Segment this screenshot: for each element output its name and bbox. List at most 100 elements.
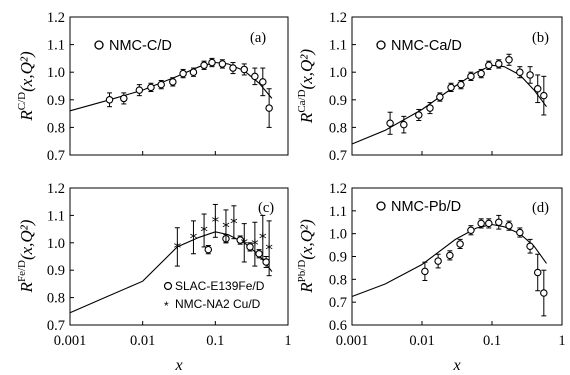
y-tick-label: 1.1 [329,38,347,54]
model-curve [351,64,547,145]
plot-marks [69,57,273,128]
data-point [467,226,475,234]
y-axis-label: RFe/D(x,Q²) [16,219,36,293]
data-point [477,219,485,228]
panel-a: 0.7 0.8 0.9 1.0 1.1 1.2 (a) NMC-C/D RC/D(x,Q²… [16,10,289,164]
data-point [236,236,244,244]
data-point [120,94,128,103]
y-tick-label: 0.8 [329,272,347,288]
y-tick-label: 1.2 [47,181,65,197]
data-point-star: * [230,214,238,232]
plot-frame [351,16,563,156]
x-tick-label: 0.01 [130,333,155,349]
y-tick-label: 1.2 [47,10,65,26]
data-point [200,61,208,70]
y-tick-label: 0.9 [47,93,65,109]
data-point-star: * [174,239,182,257]
data-point [456,240,464,248]
plot-marks [351,53,548,145]
x-tick-label: 0.001 [54,333,87,349]
data-point-star: * [259,229,267,247]
legend: NMC-C/D [94,38,172,54]
x-tick-label: 1 [558,333,565,349]
data-point [505,221,513,230]
model-curve [351,223,547,298]
data-point [169,78,177,86]
y-tick-label: 0.7 [329,295,347,311]
x-tick-labels [351,151,563,155]
y-tick-label: 1.0 [329,227,347,243]
x-tick-label: 0.1 [483,333,501,349]
y-tick-label: 1.2 [329,181,347,197]
legend-label: SLAC-E139Fe/D [175,279,265,293]
data-point [218,60,227,68]
legend: SLAC-E139Fe/D * NMC-NA2 Cu/D [163,279,265,313]
data-point [516,228,524,237]
y-tick-label: 0.9 [47,263,65,279]
y-tick-label: 0.7 [329,148,347,164]
data-point [147,83,155,92]
data-point [477,69,485,78]
y-tick-labels: 0.7 0.8 0.9 1.0 1.1 1.2 [47,10,74,164]
data-point [436,93,444,101]
y-tick-label: 0.8 [329,120,347,136]
data-point [485,219,493,228]
x-axis-label: x [174,357,182,374]
y-tick-label: 1.1 [47,38,65,54]
x-tick-labels: 0.001 0.01 0.1 1 [336,321,566,349]
panel-c: 0.70.80.91.01.11.2 0.001 0.01 0.1 1 ** ** * **… [16,181,292,374]
panel-label: (a) [250,30,266,46]
data-point [415,111,423,119]
y-tick-label: 1.1 [329,204,347,220]
panel-d: 0.60.70.80.91.01.11.2 0.001 0.01 0.1 1 (d) … [296,181,566,374]
x-tick-labels: 0.001 0.01 0.1 1 [54,321,292,349]
data-point [229,64,237,72]
legend: NMC-Ca/D [376,38,462,54]
x-tick-label: 0.01 [409,333,434,349]
y-tick-label: 0.7 [47,318,65,334]
y-tick-labels: 0.6 0.7 0.8 0.9 1.0 1.1 1.2 [329,181,356,334]
y-axis-label: RPb/D(x,Q²) [296,219,316,294]
data-point [240,65,249,74]
panel-label: (b) [532,30,549,46]
data-point [495,60,503,68]
data-point [421,267,429,276]
panel-label: (d) [532,200,549,216]
data-point [157,80,165,89]
y-tick-label: 0.9 [329,93,347,109]
data-point [505,56,513,64]
data-point [105,96,114,104]
legend-marker-circle [376,201,386,211]
panel-b: 0.7 0.8 0.9 1.0 1.1 1.2 (b) NMC-Ca/D RCa/D(x,… [296,10,563,164]
data-point [457,80,465,89]
data-point [467,72,475,81]
data-point [526,242,534,250]
data-point-star: * [265,240,273,258]
y-axis-label: RC/D(x,Q²) [16,51,36,122]
y-tick-label: 1.1 [47,208,65,224]
legend-label: NMC-Pb/D [391,199,461,215]
data-point-star: * [212,213,220,231]
y-tick-label: 1.0 [329,65,347,81]
y-tick-labels: 0.7 0.8 0.9 1.0 1.1 1.2 [47,181,74,334]
data-point [533,268,542,277]
data-point [533,85,542,93]
y-tick-label: 0.8 [47,291,65,307]
x-tick-label: 0.1 [206,333,224,349]
y-tick-labels: 0.7 0.8 0.9 1.0 1.1 1.2 [329,10,356,164]
data-point [516,68,524,76]
y-tick-label: 1.2 [329,10,347,26]
legend-marker-star: * [164,299,169,313]
panel-label: (c) [258,200,274,216]
data-point [400,120,408,129]
data-point-star: * [222,218,230,236]
data-point [540,91,548,100]
data-point [540,289,548,297]
y-tick-label: 1.0 [47,236,65,252]
data-point [259,78,267,86]
data-point-star: * [200,222,208,240]
data-point [179,69,187,78]
data-point-star: * [251,236,259,254]
legend-marker-circle [94,40,104,50]
data-point [135,86,144,94]
